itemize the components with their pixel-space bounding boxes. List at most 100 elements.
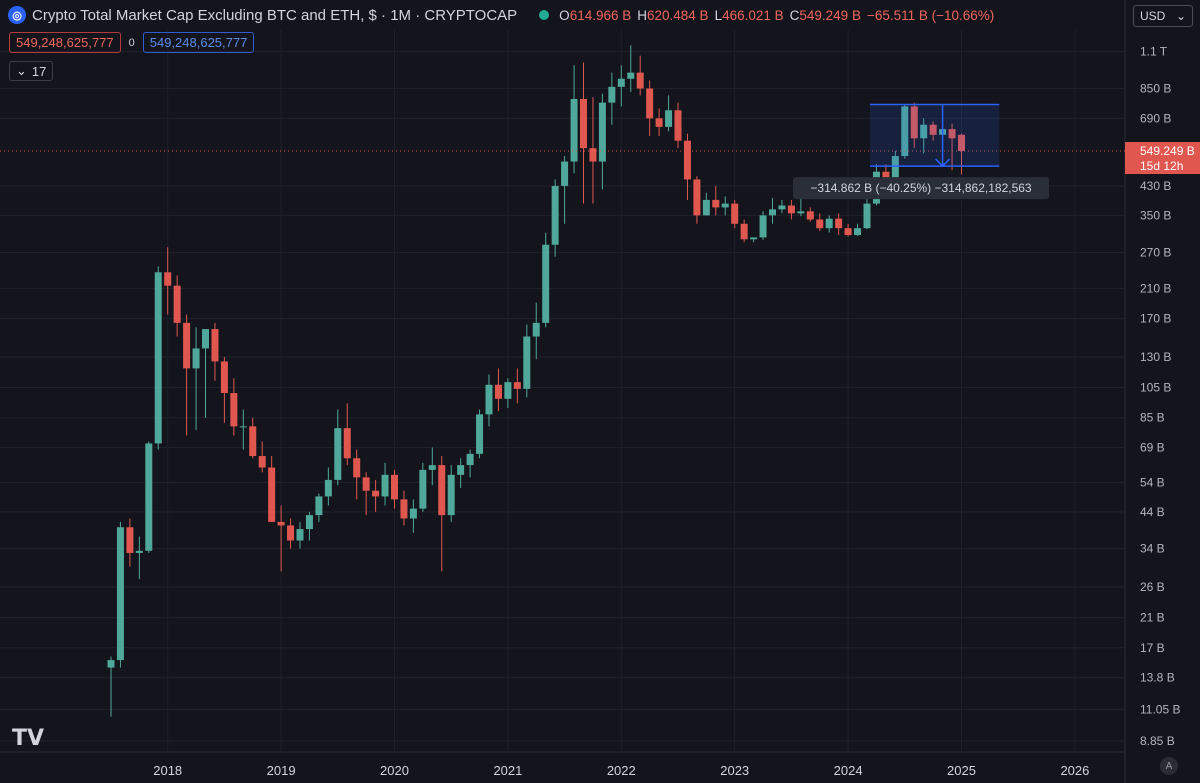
candle-up xyxy=(409,508,417,519)
x-tick-label: 2025 xyxy=(947,763,976,778)
candle-up xyxy=(419,469,427,509)
candle-down xyxy=(589,148,597,162)
last-price-label: 549.249 B xyxy=(1140,144,1195,158)
candle-down xyxy=(494,384,502,399)
chevron-down-icon: ⌄ xyxy=(1175,9,1186,23)
y-tick-label: 44 B xyxy=(1140,505,1165,519)
open-value: 614.966 B xyxy=(569,7,632,23)
currency-label: USD xyxy=(1140,9,1166,23)
price-box-blue[interactable]: 549,248,625,777 xyxy=(142,32,255,53)
candle-down xyxy=(513,382,521,389)
currency-select[interactable]: USD ⌄ xyxy=(1133,5,1193,27)
price-input-row: 549,248,625,777 0 549,248,625,777 xyxy=(9,32,255,53)
candle-up xyxy=(476,414,484,454)
candle-down xyxy=(353,458,361,478)
close-value: 549.249 B xyxy=(799,7,861,23)
x-tick-label: 2020 xyxy=(380,763,409,778)
candle-up xyxy=(797,211,805,214)
candle-down xyxy=(211,329,219,362)
candle-up xyxy=(750,237,758,240)
candle-up xyxy=(608,86,616,103)
candle-up xyxy=(570,98,578,162)
candle-down xyxy=(958,134,965,152)
tradingview-logo-icon[interactable]: TV xyxy=(12,726,45,751)
candle-down xyxy=(882,171,890,180)
candle-up xyxy=(598,102,606,162)
candle-down xyxy=(220,361,228,394)
y-tick-label: 210 B xyxy=(1140,281,1171,295)
price-box-red[interactable]: 549,248,625,777 xyxy=(9,32,121,53)
candle-up xyxy=(145,443,153,551)
candle-down xyxy=(343,428,351,459)
y-tick-label: 17 B xyxy=(1140,641,1165,655)
close-label: C xyxy=(789,7,800,23)
candle-down xyxy=(391,474,398,500)
candle-up xyxy=(504,382,512,399)
candle-down xyxy=(287,525,295,541)
chart-header: ◎ Crypto Total Market Cap Excluding BTC … xyxy=(8,6,1000,24)
y-tick-label: 11.05 B xyxy=(1140,702,1180,716)
candle-up xyxy=(665,110,673,127)
candle-up xyxy=(485,384,493,415)
candle-up xyxy=(324,479,332,497)
candle-up xyxy=(202,329,209,349)
y-tick-label: 54 B xyxy=(1140,476,1165,490)
indicators-toggle[interactable]: ⌄ 17 xyxy=(9,61,54,81)
zero-label: 0 xyxy=(128,36,135,49)
ohlc-values: O 614.966 B H 620.484 B L 466.021 B C 549.24… xyxy=(559,8,1000,23)
candle-up xyxy=(759,215,767,238)
candle-down xyxy=(362,477,370,491)
candle-up xyxy=(891,156,899,180)
measure-box xyxy=(870,104,1000,167)
candle-down xyxy=(230,393,238,427)
y-tick-label: 350 B xyxy=(1140,208,1171,222)
candle-down xyxy=(787,205,795,214)
y-tick-label: 34 B xyxy=(1140,542,1165,556)
candle-up xyxy=(863,203,871,229)
candle-down xyxy=(126,527,134,553)
x-tick-label: 2024 xyxy=(834,763,863,778)
candle-down xyxy=(910,106,918,139)
open-label: O xyxy=(559,7,570,23)
candle-up xyxy=(702,199,710,216)
y-tick-label: 130 B xyxy=(1140,350,1171,364)
candle-up xyxy=(901,106,909,157)
candle-up xyxy=(542,244,550,323)
candle-up xyxy=(561,161,569,186)
candle-up xyxy=(523,336,531,389)
y-tick-label: 170 B xyxy=(1140,312,1171,326)
auto-scale-button[interactable]: A xyxy=(1160,757,1178,775)
candle-down xyxy=(646,88,654,119)
symbol-title[interactable]: Crypto Total Market Cap Excluding BTC an… xyxy=(32,6,518,24)
candle-down xyxy=(693,179,701,216)
candle-up xyxy=(381,474,389,497)
high-value: 620.484 B xyxy=(647,7,709,23)
candle-up xyxy=(457,465,465,475)
change-value: −65.511 B (−10.66%) xyxy=(866,7,995,23)
candle-up xyxy=(769,209,776,216)
candle-up xyxy=(116,527,124,661)
countdown-label: 15d 12h xyxy=(1140,159,1183,173)
y-tick-label: 105 B xyxy=(1140,380,1171,394)
candle-down xyxy=(438,465,446,516)
crypto-cap-logo-icon: ◎ xyxy=(8,6,26,24)
candle-down xyxy=(806,211,814,220)
candle-up xyxy=(107,660,115,668)
x-tick-label: 2022 xyxy=(607,763,636,778)
y-tick-label: 26 B xyxy=(1140,580,1165,594)
arrow-down-icon xyxy=(935,158,951,168)
candle-up xyxy=(135,550,143,553)
y-tick-label: 850 B xyxy=(1140,82,1171,96)
candle-up xyxy=(920,124,928,139)
measure-label-bg xyxy=(793,177,1049,200)
candle-up xyxy=(315,496,323,516)
x-tick-label: 2026 xyxy=(1060,763,1089,778)
low-value: 466.021 B xyxy=(722,7,784,23)
candle-down xyxy=(948,129,956,139)
x-tick-label: 2023 xyxy=(720,763,749,778)
candle-up xyxy=(305,515,313,530)
candle-up xyxy=(825,218,833,229)
y-tick-label: 13.8 B xyxy=(1140,671,1175,685)
candle-up xyxy=(334,428,342,480)
